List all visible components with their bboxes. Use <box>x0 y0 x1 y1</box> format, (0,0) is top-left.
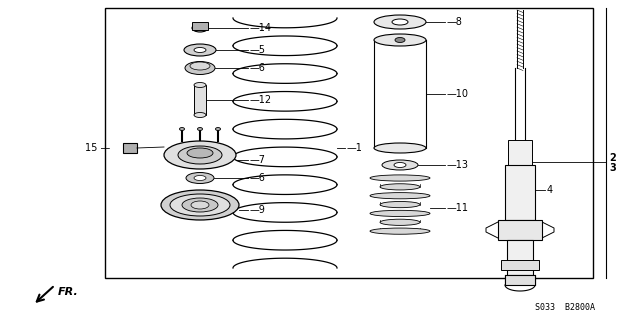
Text: —8: —8 <box>447 17 463 27</box>
Bar <box>505 165 535 220</box>
Ellipse shape <box>394 162 406 167</box>
Ellipse shape <box>380 184 420 190</box>
Text: FR.: FR. <box>58 287 79 297</box>
Text: —6: —6 <box>250 63 266 73</box>
Ellipse shape <box>164 141 236 169</box>
Ellipse shape <box>194 175 206 181</box>
Bar <box>105 8 593 278</box>
Ellipse shape <box>380 219 420 226</box>
Ellipse shape <box>187 148 213 158</box>
Text: —13: —13 <box>447 160 469 170</box>
Text: —12: —12 <box>250 95 272 105</box>
Ellipse shape <box>380 202 420 208</box>
Text: —9: —9 <box>250 205 266 215</box>
Text: —14: —14 <box>250 23 272 33</box>
Ellipse shape <box>194 113 206 117</box>
Ellipse shape <box>170 194 230 216</box>
Ellipse shape <box>179 128 184 130</box>
Text: —5: —5 <box>250 45 266 55</box>
Bar <box>192 22 208 30</box>
Ellipse shape <box>194 83 206 87</box>
Bar <box>194 85 206 115</box>
Text: 3: 3 <box>609 163 616 173</box>
Ellipse shape <box>192 24 208 32</box>
Ellipse shape <box>382 160 418 170</box>
Ellipse shape <box>395 38 405 42</box>
Ellipse shape <box>374 15 426 29</box>
Ellipse shape <box>198 128 202 130</box>
Ellipse shape <box>190 62 210 70</box>
Ellipse shape <box>370 210 430 217</box>
Text: —10: —10 <box>447 89 469 99</box>
Ellipse shape <box>182 198 218 212</box>
Ellipse shape <box>370 175 430 181</box>
Bar <box>123 143 137 153</box>
Ellipse shape <box>161 190 239 220</box>
Ellipse shape <box>374 143 426 153</box>
Bar <box>501 260 539 270</box>
Ellipse shape <box>374 34 426 46</box>
Ellipse shape <box>194 48 206 53</box>
Ellipse shape <box>370 193 430 199</box>
Ellipse shape <box>370 228 430 234</box>
Text: 2: 2 <box>609 153 616 163</box>
Bar <box>508 140 532 165</box>
Text: —11: —11 <box>447 203 469 213</box>
Text: —6: —6 <box>250 173 266 183</box>
Text: —7: —7 <box>250 155 266 165</box>
Text: 15 —: 15 — <box>84 143 110 153</box>
Text: 4: 4 <box>547 185 553 195</box>
Bar <box>498 220 542 240</box>
Ellipse shape <box>191 201 209 209</box>
Bar <box>505 275 535 285</box>
Ellipse shape <box>185 62 215 75</box>
Ellipse shape <box>186 173 214 183</box>
Bar <box>507 240 533 275</box>
Ellipse shape <box>392 19 408 25</box>
Text: —1: —1 <box>347 143 363 153</box>
Ellipse shape <box>216 128 221 130</box>
Text: S033  B2800A: S033 B2800A <box>535 303 595 312</box>
Ellipse shape <box>184 44 216 56</box>
Ellipse shape <box>178 146 222 164</box>
